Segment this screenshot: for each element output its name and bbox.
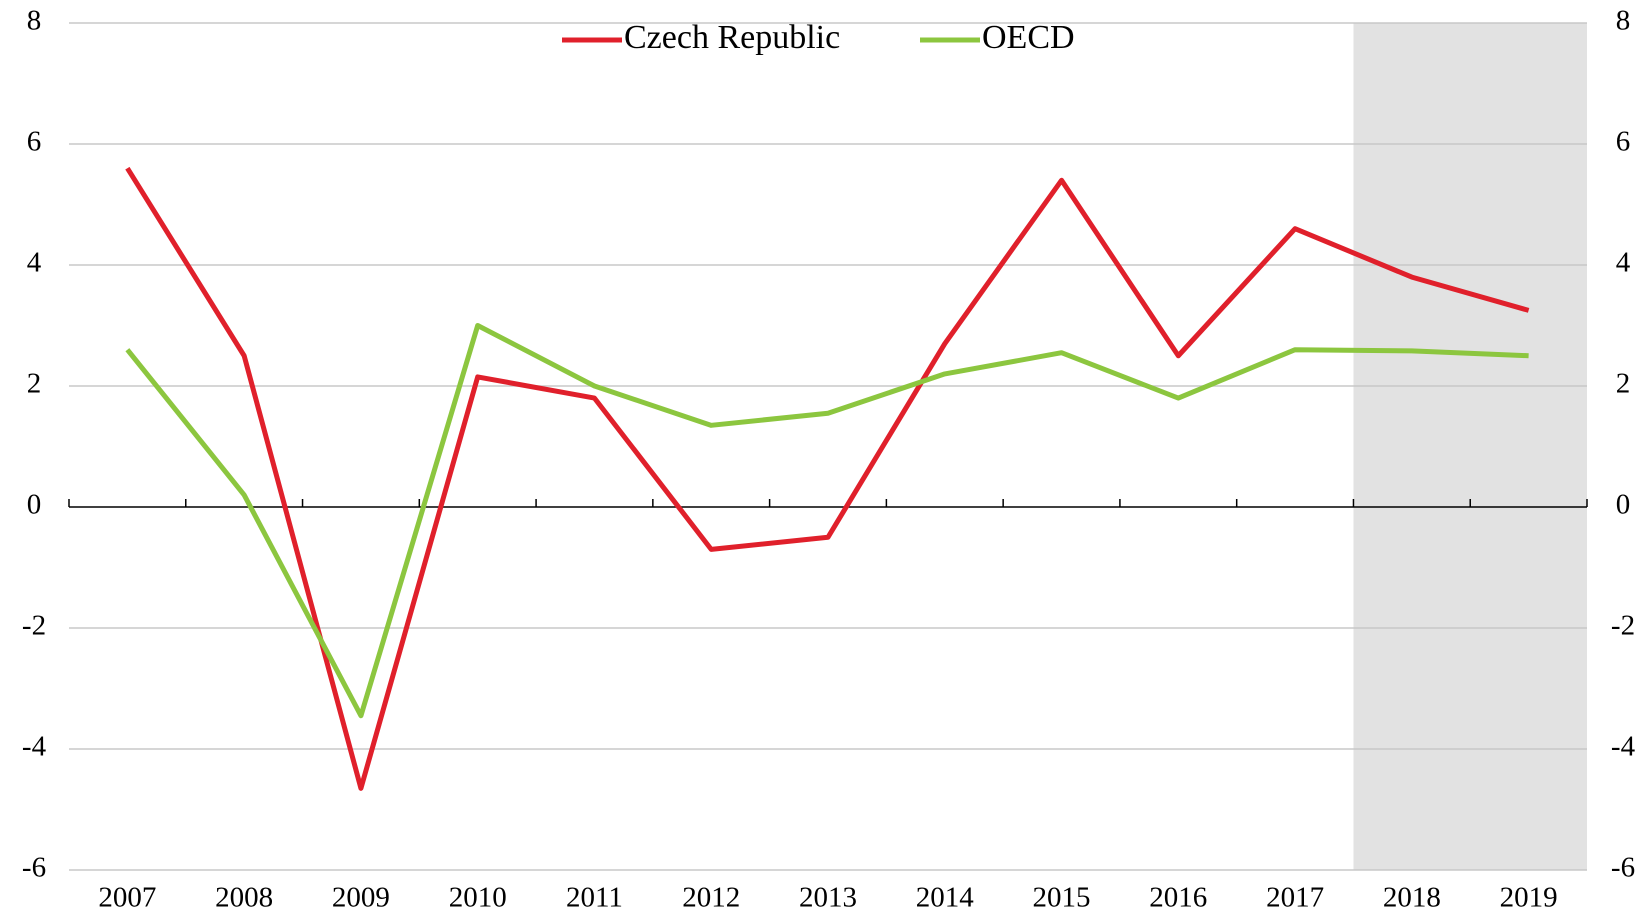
legend-label: OECD [982, 19, 1075, 56]
y2-tick-label: 8 [1616, 5, 1631, 37]
x-tick-label: 2010 [449, 882, 507, 912]
y-tick-label: -4 [22, 731, 47, 763]
y-tick-label: -6 [22, 852, 46, 884]
forecast-shade [1353, 23, 1587, 870]
legend-label: Czech Republic [624, 19, 840, 56]
series-line [125, 323, 1529, 719]
y-tick-label: 4 [27, 247, 42, 279]
y2-tick-label: 4 [1616, 247, 1631, 279]
x-tick-label: 2017 [1266, 882, 1324, 912]
y2-tick-label: 6 [1616, 126, 1631, 158]
x-tick-label: 2013 [799, 882, 857, 912]
x-tick-label: 2016 [1149, 882, 1207, 912]
x-tick-label: 2008 [215, 882, 273, 912]
x-tick-label: 2019 [1500, 882, 1558, 912]
x-tick-label: 2015 [1033, 882, 1091, 912]
series-line [125, 166, 1530, 791]
y-tick-label: 2 [27, 368, 42, 400]
y2-tick-label: -4 [1611, 731, 1636, 763]
y2-tick-label: -2 [1611, 610, 1635, 642]
y-tick-label: 8 [27, 5, 42, 37]
y-tick-label: 0 [27, 489, 42, 521]
x-tick-label: 2007 [98, 882, 156, 912]
x-tick-label: 2011 [566, 882, 623, 912]
y2-tick-label: 2 [1616, 368, 1631, 400]
x-tick-label: 2009 [332, 882, 390, 912]
y2-tick-label: 0 [1616, 489, 1631, 521]
y2-tick-label: -6 [1611, 852, 1635, 884]
y-tick-label: -2 [22, 610, 46, 642]
x-tick-label: 2014 [916, 882, 975, 912]
y-tick-label: 6 [27, 126, 42, 158]
x-tick-label: 2012 [682, 882, 740, 912]
x-tick-label: 2018 [1383, 882, 1441, 912]
